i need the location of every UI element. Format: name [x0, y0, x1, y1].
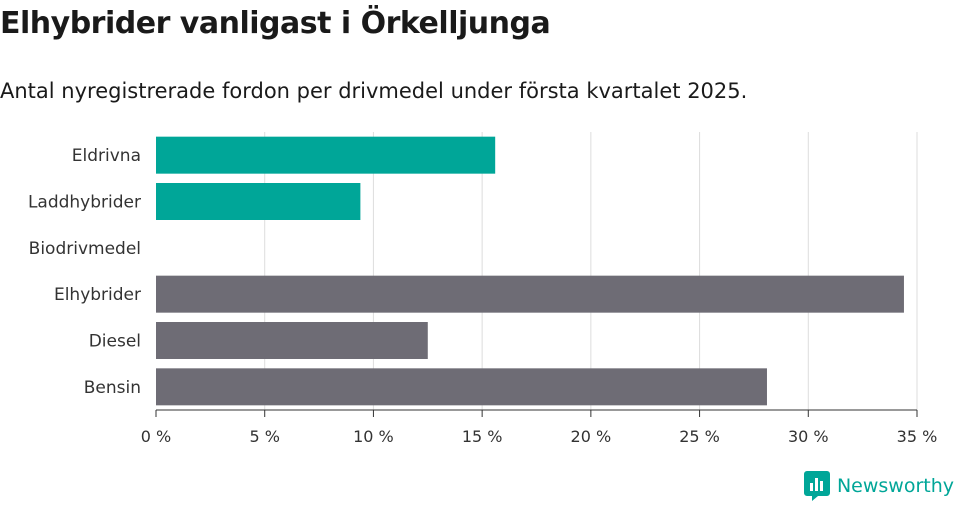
x-tick-label: 15 %	[462, 427, 503, 446]
bar	[156, 275, 904, 313]
x-tick-label: 10 %	[353, 427, 394, 446]
x-tick-label: 30 %	[788, 427, 829, 446]
x-tick-label: 0 %	[141, 427, 171, 446]
bar-chart: Eldrivna Laddhybrider Biodrivmedel Elhybrid…	[28, 132, 938, 446]
bar	[156, 322, 428, 359]
category-label: Elhybrider	[54, 285, 141, 305]
x-tick-label: 20 %	[571, 427, 612, 446]
category-label: Eldrivna	[72, 146, 141, 166]
category-label: Bensin	[84, 378, 141, 398]
chart-subtitle: Antal nyregistrerade fordon per drivmede…	[0, 79, 748, 103]
chart-title: Elhybrider vanligast i Örkelljunga	[0, 6, 551, 41]
category-label: Laddhybrider	[28, 193, 141, 213]
bar	[156, 183, 361, 220]
bar	[156, 368, 767, 406]
x-tick-label: 25 %	[679, 427, 720, 446]
x-tick-label: 35 %	[897, 427, 938, 446]
x-tick-label: 5 %	[249, 427, 279, 446]
category-label: Diesel	[89, 332, 141, 352]
category-label: Biodrivmedel	[29, 239, 141, 259]
newsworthy-brand[interactable]: Newsworthy	[803, 471, 954, 501]
brand-name: Newsworthy	[836, 475, 954, 497]
newsworthy-logo-icon	[803, 471, 830, 501]
bar	[156, 136, 496, 174]
